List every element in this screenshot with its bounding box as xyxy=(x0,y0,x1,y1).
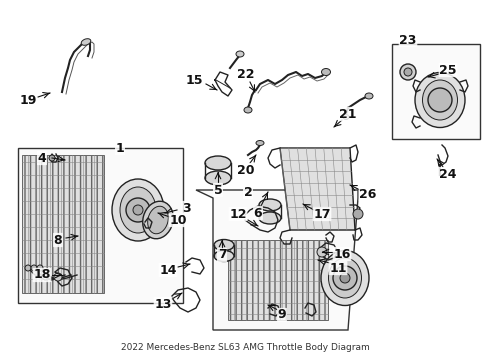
Ellipse shape xyxy=(147,206,169,234)
Circle shape xyxy=(31,265,37,271)
Text: 26: 26 xyxy=(359,188,377,201)
Bar xyxy=(22,155,104,293)
Ellipse shape xyxy=(244,107,252,113)
Text: 5: 5 xyxy=(214,184,222,197)
Text: 2: 2 xyxy=(244,185,252,198)
Text: 11: 11 xyxy=(329,261,347,274)
Text: 7: 7 xyxy=(218,248,226,261)
Circle shape xyxy=(333,266,357,290)
Ellipse shape xyxy=(259,199,281,211)
Ellipse shape xyxy=(415,72,465,127)
Circle shape xyxy=(37,265,43,271)
Text: 2022 Mercedes-Benz SL63 AMG Throttle Body Diagram: 2022 Mercedes-Benz SL63 AMG Throttle Bod… xyxy=(121,343,369,352)
Text: 19: 19 xyxy=(19,94,37,107)
Text: 12: 12 xyxy=(229,207,247,220)
Ellipse shape xyxy=(81,39,91,45)
Ellipse shape xyxy=(214,239,234,251)
Circle shape xyxy=(340,273,350,283)
Ellipse shape xyxy=(120,187,156,233)
Text: 18: 18 xyxy=(33,269,50,282)
Text: 4: 4 xyxy=(38,152,47,165)
Ellipse shape xyxy=(422,80,458,120)
Ellipse shape xyxy=(343,114,349,120)
Ellipse shape xyxy=(214,251,234,261)
Circle shape xyxy=(49,155,55,161)
Text: 20: 20 xyxy=(237,163,255,176)
Circle shape xyxy=(126,198,150,222)
Ellipse shape xyxy=(365,93,373,99)
Text: 16: 16 xyxy=(333,248,351,261)
Circle shape xyxy=(404,68,412,76)
Circle shape xyxy=(54,273,62,281)
Text: 24: 24 xyxy=(439,167,457,180)
Text: 6: 6 xyxy=(254,207,262,220)
Ellipse shape xyxy=(259,212,281,224)
Text: 10: 10 xyxy=(169,213,187,226)
Ellipse shape xyxy=(256,140,264,145)
Circle shape xyxy=(400,64,416,80)
Text: 8: 8 xyxy=(54,234,62,247)
Bar xyxy=(392,44,480,139)
Text: 1: 1 xyxy=(116,141,124,154)
Text: 3: 3 xyxy=(182,202,190,215)
Ellipse shape xyxy=(321,251,369,306)
Text: 9: 9 xyxy=(278,309,286,321)
Ellipse shape xyxy=(205,156,231,170)
Text: 15: 15 xyxy=(185,73,203,86)
Text: 13: 13 xyxy=(154,297,171,310)
Text: 25: 25 xyxy=(439,63,457,77)
Text: 23: 23 xyxy=(399,33,416,46)
Ellipse shape xyxy=(321,68,330,76)
Circle shape xyxy=(428,88,452,112)
Ellipse shape xyxy=(143,201,173,239)
Bar xyxy=(18,148,183,303)
Ellipse shape xyxy=(112,179,164,241)
Ellipse shape xyxy=(328,258,362,298)
Polygon shape xyxy=(196,190,358,330)
Circle shape xyxy=(353,209,363,219)
Ellipse shape xyxy=(205,171,231,185)
Text: 14: 14 xyxy=(159,264,177,276)
Bar xyxy=(228,240,328,320)
Circle shape xyxy=(133,205,143,215)
Text: 21: 21 xyxy=(339,108,357,121)
Text: 17: 17 xyxy=(313,207,331,220)
Circle shape xyxy=(317,247,327,257)
Polygon shape xyxy=(280,148,355,230)
Text: 22: 22 xyxy=(237,68,255,81)
Ellipse shape xyxy=(236,51,244,57)
Circle shape xyxy=(25,265,31,271)
